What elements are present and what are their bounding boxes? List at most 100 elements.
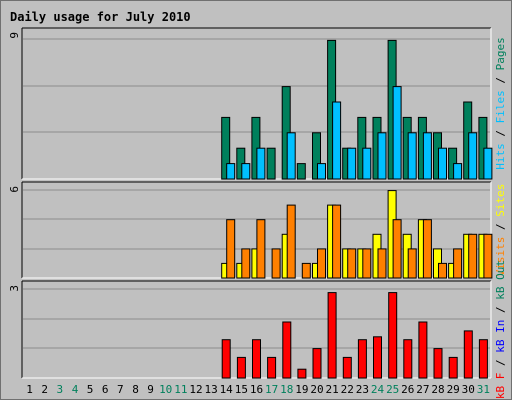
bar-sites-day-29 <box>453 248 463 279</box>
bar-kb-f-day-21 <box>327 292 337 379</box>
legend-separator: / <box>494 353 507 373</box>
x-tick-label: 14 <box>220 383 234 396</box>
x-tick-label: 10 <box>159 383 172 396</box>
bar-hits-day-20 <box>312 132 321 180</box>
series-legend: Visits / Sites <box>494 184 507 277</box>
bar-kb-f-day-25 <box>388 292 398 379</box>
bar-kb-f-day-26 <box>403 339 413 379</box>
x-tick-label: 4 <box>72 383 79 396</box>
bar-sites-day-22 <box>347 248 357 279</box>
bar-files-day-31 <box>483 147 493 180</box>
panel-kbytes: 3 kB F / kB In / kB Out <box>8 260 507 399</box>
y-max-label: 3 <box>8 285 21 292</box>
bar-kb-f-day-22 <box>342 356 352 379</box>
legend-pages: Pages <box>494 37 507 70</box>
y-max-label: 9 <box>8 32 21 39</box>
x-tick-label: 29 <box>447 383 460 396</box>
bar-hits-day-19 <box>296 163 306 180</box>
x-tick-label: 2 <box>41 383 48 396</box>
legend-kb-out: kB Out <box>494 260 507 300</box>
bar-hits-day-14 <box>221 116 231 180</box>
x-tick-label: 30 <box>462 383 475 396</box>
panel-visits-sites: 6 Visits / Sites <box>8 181 507 279</box>
bar-sites-day-31 <box>483 233 493 279</box>
x-tick-label: 13 <box>204 383 217 396</box>
bar-kb-f-day-29 <box>448 356 458 379</box>
bar-files-day-28 <box>438 147 447 180</box>
x-tick-label: 31 <box>477 383 490 396</box>
x-tick-label: 3 <box>56 383 63 396</box>
x-tick-label: 5 <box>87 383 94 396</box>
x-tick-label: 16 <box>250 383 263 396</box>
x-tick-label: 9 <box>147 383 154 396</box>
legend-kb-f: kB F <box>494 373 507 399</box>
bar-kb-f-day-15 <box>236 356 246 379</box>
x-tick-label: 23 <box>356 383 369 396</box>
bar-sites-day-30 <box>468 233 478 279</box>
series-legend: kB F / kB In / kB Out <box>494 260 507 399</box>
x-tick-label: 27 <box>416 383 429 396</box>
bar-files-day-30 <box>468 132 478 180</box>
legend-hits: Hits <box>494 143 507 170</box>
bar-files-day-23 <box>362 147 372 180</box>
bar-sites-day-21 <box>332 204 342 279</box>
x-tick-label: 22 <box>341 383 354 396</box>
x-tick-label: 7 <box>117 383 124 396</box>
chart-panels: 9 Hits / Files / Pages 6 Visits / Sites 3 kB … <box>8 27 507 399</box>
bar-files-day-20 <box>317 163 326 180</box>
legend-sites: Sites <box>494 184 507 217</box>
bar-sites-day-14 <box>226 219 236 279</box>
bar-files-day-21 <box>332 101 342 180</box>
bar-kb-f-day-17 <box>267 356 277 379</box>
x-tick-label: 17 <box>265 383 278 396</box>
legend-kb-in: kB In <box>494 320 507 353</box>
bar-kb-f-day-24 <box>373 336 382 379</box>
bar-sites-day-27 <box>422 219 432 279</box>
x-axis-labels: 1 2 3 4 5 6 7 8 9 10 11 12 13 14 15 16 17 18 19 20 21 22 23 24 2… <box>26 383 490 396</box>
legend-files: Files <box>494 90 507 123</box>
bar-kb-f-day-28 <box>433 348 443 379</box>
x-tick-label: 8 <box>132 383 139 396</box>
legend-separator: / <box>494 300 507 320</box>
bar-files-day-14 <box>226 163 236 180</box>
panel-hits-files-pages: 9 Hits / Files / Pages <box>8 27 507 180</box>
x-tick-label: 28 <box>431 383 444 396</box>
bar-sites-day-15 <box>241 248 251 279</box>
x-tick-label: 6 <box>102 383 109 396</box>
bar-kb-f-day-27 <box>418 321 428 379</box>
x-tick-label: 19 <box>295 383 308 396</box>
legend-separator: / <box>494 123 507 143</box>
bar-kb-f-day-31 <box>478 339 488 379</box>
x-tick-label: 20 <box>310 383 323 396</box>
legend-separator: / <box>494 70 507 90</box>
x-tick-label: 1 <box>26 383 33 396</box>
bars-kbytes <box>221 292 488 379</box>
bar-files-day-25 <box>392 86 402 180</box>
bar-kb-f-day-14 <box>221 339 231 379</box>
bars-hits-files-pages <box>221 39 493 180</box>
bar-hits-day-17 <box>266 147 276 180</box>
bar-sites-day-24 <box>377 248 387 279</box>
x-tick-label: 11 <box>174 383 187 396</box>
series-legend: Hits / Files / Pages <box>494 37 507 170</box>
bar-files-day-27 <box>422 132 432 180</box>
x-tick-label: 12 <box>189 383 202 396</box>
x-tick-label: 18 <box>280 383 293 396</box>
bar-kb-f-day-16 <box>252 339 261 379</box>
legend-separator: / <box>494 217 507 237</box>
bar-files-day-26 <box>407 132 417 180</box>
x-tick-label: 26 <box>401 383 414 396</box>
bar-files-day-18 <box>286 132 296 180</box>
bar-sites-day-26 <box>407 248 417 279</box>
bar-files-day-22 <box>347 147 357 180</box>
legend-visits: Visits <box>494 237 507 277</box>
bar-kb-f-day-19 <box>297 368 307 379</box>
bar-sites-day-18 <box>286 204 296 279</box>
bar-kb-f-day-18 <box>282 321 292 379</box>
bar-files-day-15 <box>241 163 251 180</box>
x-tick-label: 25 <box>386 383 399 396</box>
y-max-label: 6 <box>8 186 21 193</box>
bar-sites-day-19 <box>301 262 311 279</box>
